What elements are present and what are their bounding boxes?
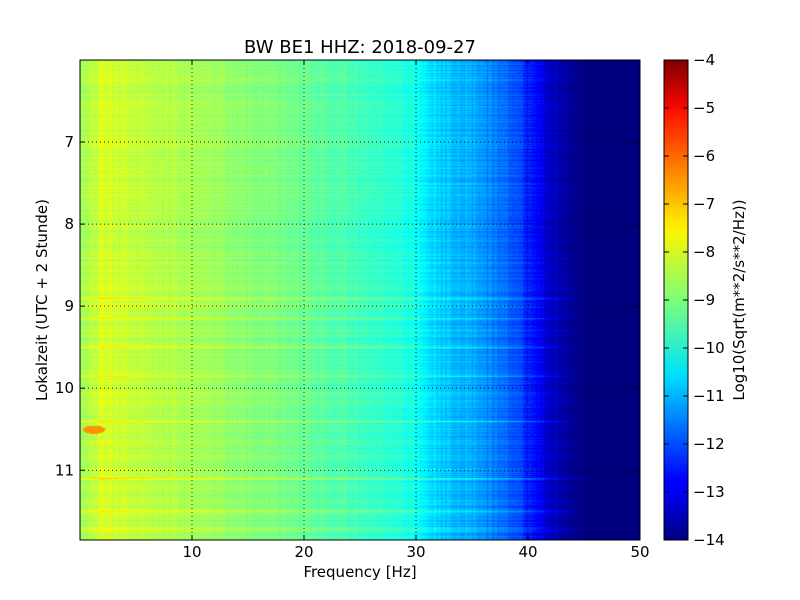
x-axis-label: Frequency [Hz]	[303, 563, 416, 581]
colorbar-tick-label: −6	[693, 147, 715, 165]
colorbar-tick-label: −11	[693, 387, 725, 405]
chart-title: BW BE1 HHZ: 2018-09-27	[244, 37, 476, 58]
x-tick-label: 40	[518, 543, 537, 561]
y-tick-label: 11	[55, 461, 74, 479]
plot-frame	[79, 59, 641, 541]
y-axis-label: Lokalzeit (UTC + 2 Stunde)	[33, 199, 51, 401]
colorbar-tick-label: −12	[693, 435, 725, 453]
colorbar-tick-label: −10	[693, 339, 725, 357]
plot-area: 10 20 30 40 50 7 8 9 10 11	[55, 59, 650, 561]
colorbar-tick-label: −8	[693, 243, 715, 261]
y-axis: 7 8 9 10 11	[55, 133, 640, 479]
x-tick-label: 20	[294, 543, 313, 561]
y-tick-label: 8	[64, 215, 74, 233]
x-tick-label: 10	[182, 543, 201, 561]
colorbar-tick-label: −13	[693, 483, 725, 501]
x-tick-label: 30	[406, 543, 425, 561]
colorbar-tick-label: −14	[693, 531, 725, 549]
x-axis: 10 20 30 40 50	[182, 60, 650, 561]
colorbar-tick-label: −4	[693, 51, 715, 69]
grid-lines	[80, 60, 640, 540]
y-tick-label: 10	[55, 379, 74, 397]
x-tick-label: 50	[630, 543, 649, 561]
colorbar-tick-label: −5	[693, 99, 715, 117]
colorbar-tick-label: −7	[693, 195, 715, 213]
y-tick-label: 7	[64, 133, 74, 151]
colorbar-label: Log10(Sqrt(m**2/s**2/Hz))	[730, 199, 748, 400]
colorbar-tick-label: −9	[693, 291, 715, 309]
colorbar: −4 −5 −6 −7 −8 −9 −10 −11 −12 −13 −14 Log10(Sqrt(m…	[663, 51, 748, 549]
heatmap-image	[80, 60, 640, 540]
y-tick-label: 9	[64, 297, 74, 315]
colorbar-ticks: −4 −5 −6 −7 −8 −9 −10 −11 −12 −13 −14	[664, 51, 725, 549]
